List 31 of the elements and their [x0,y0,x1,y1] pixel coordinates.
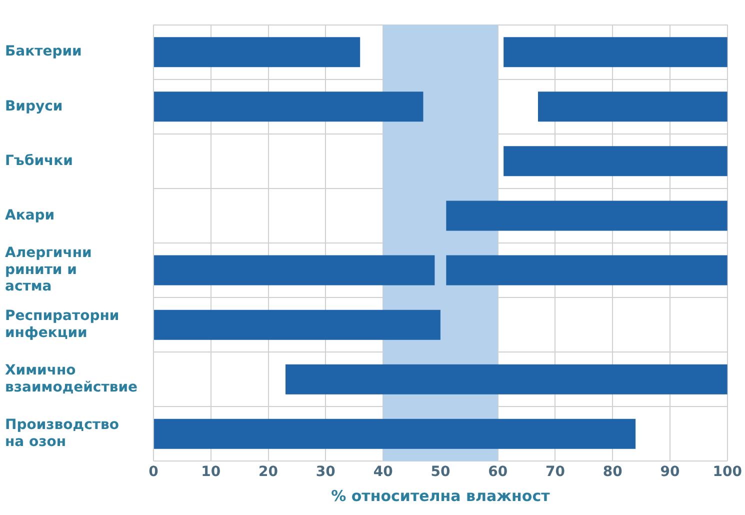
x-tick-label: 30 [316,464,336,480]
x-tick-label: 80 [602,464,623,480]
x-tick-label: 100 [712,464,742,480]
y-tick-label: Производство на озон [5,417,120,450]
bar [538,92,728,122]
bar [504,146,728,176]
bar [285,364,728,394]
x-tick-label: 10 [201,464,221,480]
x-tick-label: 0 [148,464,159,480]
bar [154,255,435,286]
y-tick-label: Акари [5,207,55,224]
x-tick-label: 20 [258,464,278,480]
y-tick-label: Респираторни инфекции [5,308,120,341]
bar [446,255,728,286]
bar [154,92,424,122]
x-axis-title: % относителна влажност [331,486,550,505]
x-tick-label: 60 [488,464,508,480]
x-tick-label: 50 [430,464,450,480]
x-tick-label: 90 [660,464,680,480]
bar [504,37,728,68]
y-tick-label: Химично взаимодействие [5,362,138,396]
y-tick-label: Бактерии [5,44,82,60]
x-tick-label: 40 [373,464,394,480]
y-tick-label: Алергични ринити и астма [5,245,92,295]
bar [154,310,440,340]
bar [446,200,728,231]
bar [154,37,360,68]
y-tick-label: Гъбички [5,152,73,169]
x-tick-label: 70 [545,464,566,480]
bar [154,418,636,449]
y-tick-label: Вируси [5,98,63,114]
